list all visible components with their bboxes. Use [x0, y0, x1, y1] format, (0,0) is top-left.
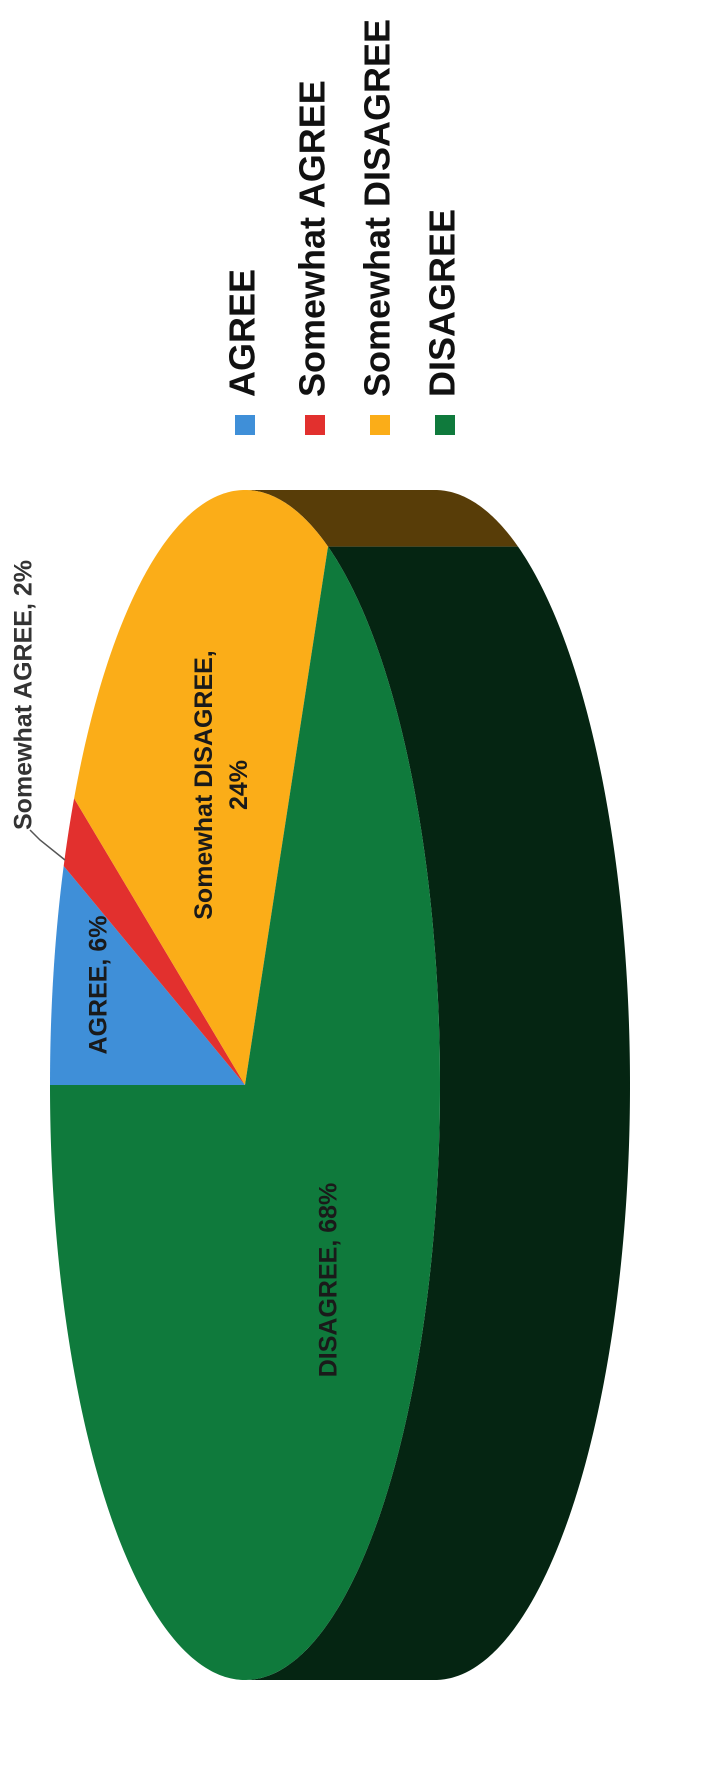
data-label: AGREE, 6% [85, 916, 113, 1055]
legend-label: AGREE [222, 269, 263, 397]
leader-line [29, 829, 66, 861]
pie-slice [63, 798, 245, 1085]
pie-slice [50, 546, 440, 1680]
data-label: Somewhat DISAGREE, 24% [190, 650, 253, 920]
data-label-line: Somewhat DISAGREE, [190, 650, 218, 920]
pie-slice [74, 490, 329, 1085]
data-label: DISAGREE, 68% [315, 1183, 343, 1378]
legend-swatch [305, 415, 325, 435]
legend-label: DISAGREE [422, 209, 463, 397]
legend-swatch [435, 415, 455, 435]
rotated-chart: AGREE, 6% Somewhat AGREE, 2% Somewhat DISA… [10, 19, 630, 1680]
legend-label: Somewhat DISAGREE [357, 19, 398, 397]
legend-label: Somewhat AGREE [292, 80, 333, 397]
legend-swatch [370, 415, 390, 435]
legend-swatch [235, 415, 255, 435]
data-label: Somewhat AGREE, 2% [10, 560, 38, 830]
data-label-line: 24% [225, 760, 253, 810]
pie-side [245, 490, 519, 547]
pie-side [245, 546, 630, 1680]
pie-slice [50, 865, 245, 1085]
